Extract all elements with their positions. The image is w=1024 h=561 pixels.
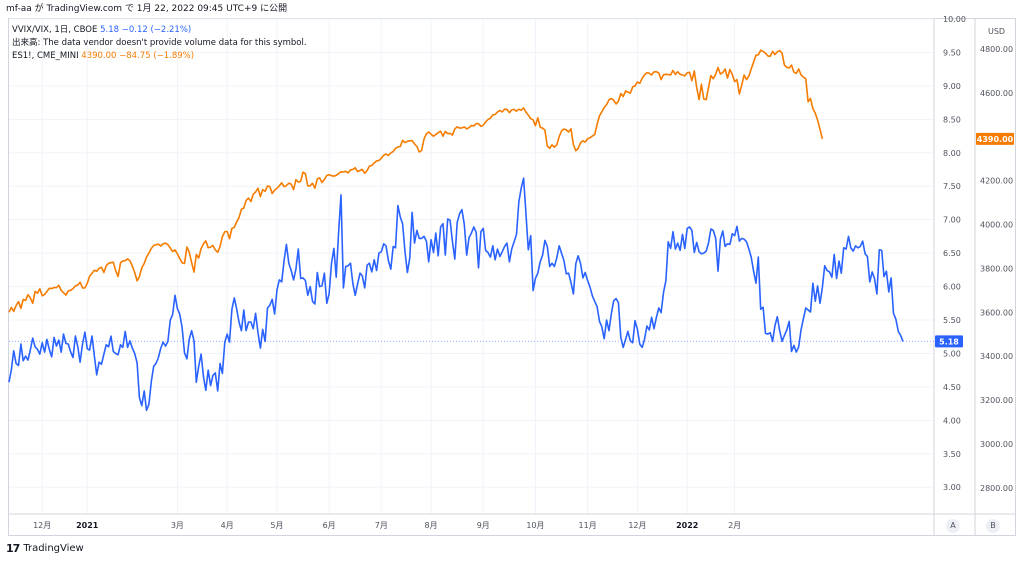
legend-vvix-vix-change: −0.12 (−2.21%) (121, 25, 192, 35)
es-axis-tick: 3000.00 (980, 440, 1013, 449)
legend-vvix-vix-symbol: VVIX/VIX, 1日, CBOE (12, 25, 98, 35)
es-axis-unit: USD (988, 27, 1005, 36)
legend-es-value: 4390.00 (81, 51, 117, 61)
vvix-vix-axis-tick: 3.50 (943, 450, 961, 459)
vvix-vix-axis-tick: 9.00 (943, 82, 961, 91)
es-last-value-label: 4390.00 (977, 135, 1014, 144)
vvix-vix-axis-tick: 6.00 (943, 283, 961, 292)
vvix-vix-axis-tick: 9.50 (943, 48, 961, 57)
vvix-vix-axis-tick: 8.50 (943, 115, 961, 124)
es-last-value-badge (976, 132, 1014, 145)
vvix-vix-series-line[interactable] (8, 177, 904, 412)
time-axis-tick: 12月 (33, 521, 51, 530)
publish-caption: mf-aa が TradingView.com で 1月 22, 2022 09… (6, 4, 288, 14)
es-axis-tick: 3600.00 (980, 308, 1013, 317)
time-axis-tick: 7月 (375, 521, 388, 530)
chart-legend: VVIX/VIX, 1日, CBOE 5.18 −0.12 (−2.21%) 出… (12, 24, 307, 63)
time-axis-tick: 8月 (425, 521, 438, 530)
vvix-vix-axis-tick: 5.50 (943, 316, 961, 325)
tradingview-logo-icon: 17 (6, 542, 20, 555)
es-axis-tick: 4200.00 (980, 177, 1013, 186)
time-axis-tick: 2月 (728, 521, 741, 530)
es-axis-tick: 3200.00 (980, 396, 1013, 405)
legend-vvix-vix-value: 5.18 (100, 25, 120, 35)
time-axis-tick: 5月 (270, 521, 283, 530)
vvix-vix-axis-tick: 4.00 (943, 416, 961, 425)
legend-es[interactable]: ES1!, CME_MINI 4390.00 −84.75 (−1.89%) (12, 50, 307, 63)
es-axis-tick: 4800.00 (980, 45, 1013, 54)
vvix-vix-axis-tick: 7.00 (943, 216, 961, 225)
vvix-vix-axis-tick: 3.00 (943, 483, 961, 492)
time-axis-tick: 6月 (323, 521, 336, 530)
vvix-vix-axis-tick: 7.50 (943, 182, 961, 191)
time-axis-tick: 11月 (579, 521, 597, 530)
time-axis-tick: 2021 (76, 521, 99, 530)
time-axis-tick: 2022 (676, 521, 698, 530)
time-axis-tick: 9月 (477, 521, 490, 530)
es-axis-tick: 4000.00 (980, 220, 1013, 229)
legend-es-symbol: ES1!, CME_MINI (12, 51, 79, 61)
vvix-vix-axis-tick: 10.00 (943, 15, 966, 24)
vvix-vix-axis-tick: 5.00 (943, 349, 961, 358)
time-axis-tick: 10月 (526, 521, 544, 530)
time-axis-tick: 12月 (628, 521, 646, 530)
legend-volume-note: 出来高: The data vendor doesn't provide vol… (12, 38, 307, 48)
vvix-vix-axis-tick: 6.50 (943, 249, 961, 258)
es-axis-tick: 4600.00 (980, 89, 1013, 98)
auto-scale-button[interactable]: A (946, 519, 960, 533)
legend-es-change: −84.75 (−1.89%) (119, 51, 195, 61)
footer-brand-label: TradingView (23, 543, 84, 554)
vvix-vix-axis-tick: 4.50 (943, 383, 961, 392)
vvix-vix-last-value-badge (935, 335, 963, 348)
footer-brand[interactable]: 17 TradingView (6, 542, 84, 555)
es-axis-tick: 3800.00 (980, 264, 1013, 273)
legend-vvix-vix[interactable]: VVIX/VIX, 1日, CBOE 5.18 −0.12 (−2.21%) (12, 24, 307, 37)
time-axis-tick: 4月 (221, 521, 234, 530)
es-axis-tick: 2800.00 (980, 484, 1013, 493)
log-scale-button[interactable]: B (986, 519, 1000, 533)
vvix-vix-last-value-label: 5.18 (939, 337, 959, 346)
vvix-vix-axis-tick: 8.00 (943, 149, 961, 158)
time-axis-tick: 3月 (171, 521, 184, 530)
es-axis-tick: 3400.00 (980, 352, 1013, 361)
es-series-line[interactable] (8, 49, 824, 313)
